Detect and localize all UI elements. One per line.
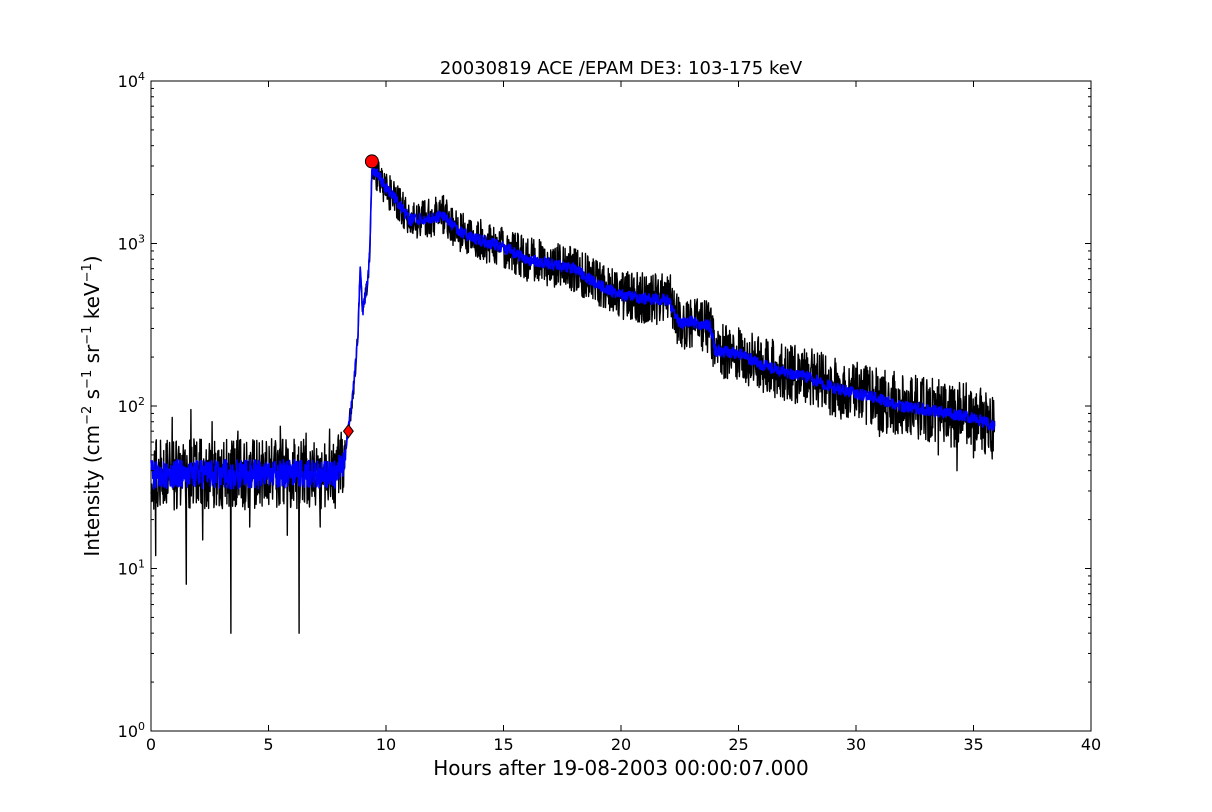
x-tick-label: 25 bbox=[728, 735, 748, 754]
x-axis-label: Hours after 19-08-2003 00:00:07.000 bbox=[433, 756, 809, 780]
chart-title: 20030819 ACE /EPAM DE3: 103-175 keV bbox=[440, 58, 803, 79]
x-tick-label: 35 bbox=[963, 735, 983, 754]
y-axis-label-sr: sr bbox=[80, 344, 104, 370]
x-tick-label: 0 bbox=[146, 735, 156, 754]
y-axis-label-exp-sr: −1 bbox=[80, 326, 95, 345]
y-axis-label-exp-kev: −1 bbox=[80, 263, 95, 282]
tick-layer: 0 5 10 15 20 25 30 35 40 100 101 102 103 104 bbox=[118, 70, 1102, 754]
series-layer bbox=[150, 156, 996, 634]
x-tick-label: 40 bbox=[1081, 735, 1101, 754]
x-tick-label: 30 bbox=[846, 735, 866, 754]
y-axis-label-close: ) bbox=[80, 255, 104, 263]
y-axis-label: Intensity (cm−2 s−1 sr−1 keV−1) bbox=[80, 255, 104, 556]
y-tick-label: 102 bbox=[118, 395, 145, 416]
plot-area: 0 5 10 15 20 25 30 35 40 100 101 102 103 104 bbox=[118, 70, 1102, 754]
series-smoothed-intensity bbox=[150, 163, 996, 490]
y-tick-label: 100 bbox=[118, 720, 145, 741]
y-axis-label-kev: keV bbox=[80, 282, 104, 326]
y-tick-label: 104 bbox=[118, 70, 145, 91]
y-axis-label-exp-s: −1 bbox=[80, 370, 95, 389]
y-tick-label: 101 bbox=[118, 558, 145, 579]
x-tick-label: 15 bbox=[493, 735, 513, 754]
x-tick-label: 20 bbox=[611, 735, 631, 754]
x-tick-label: 5 bbox=[263, 735, 273, 754]
x-tick-label: 10 bbox=[376, 735, 396, 754]
marker-layer bbox=[342, 154, 379, 439]
y-axis-label-s: s bbox=[80, 389, 104, 406]
marker-onset bbox=[342, 423, 354, 439]
marker-peak bbox=[364, 154, 379, 169]
y-tick-label: 103 bbox=[118, 233, 145, 254]
y-axis-label-base: Intensity (cm bbox=[80, 425, 104, 557]
y-axis-label-exp-cm: −2 bbox=[80, 406, 95, 425]
